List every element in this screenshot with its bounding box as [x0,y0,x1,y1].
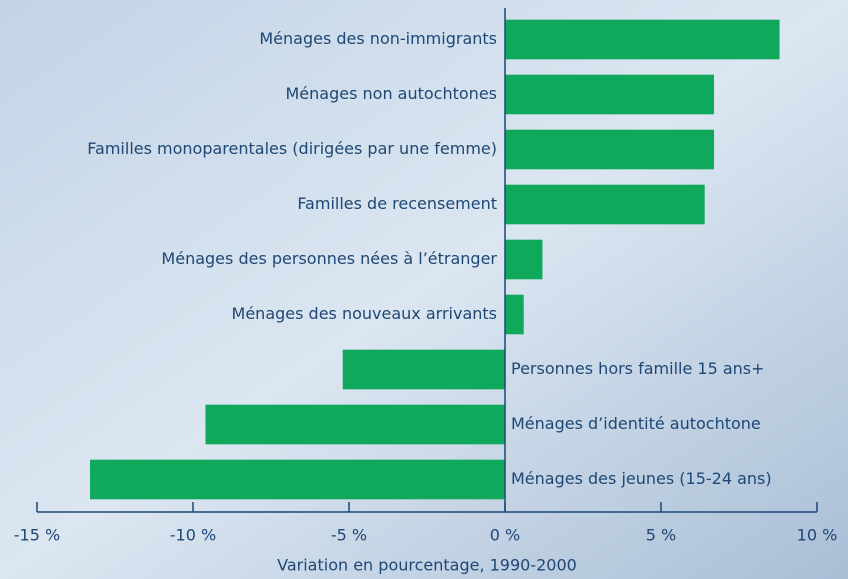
category-label: Familles de recensement [297,194,497,213]
bar [505,20,780,60]
chart: Variation en pourcentage, 1990-2000 -15 … [0,0,848,579]
bar [505,295,524,335]
bar [205,405,505,445]
category-label: Personnes hors famille 15 ans+ [511,359,765,378]
category-label: Ménages des nouveaux arrivants [232,304,497,323]
x-tick-label: -15 % [14,526,60,545]
bar [505,240,542,280]
category-label: Familles monoparentales (dirigées par un… [87,139,497,158]
bar [90,460,505,500]
category-label: Ménages d’identité autochtone [511,414,761,433]
x-tick-label: -10 % [170,526,216,545]
x-tick-label: 5 % [646,526,676,545]
bar [505,185,705,225]
bar [505,130,714,170]
category-label: Ménages des non-immigrants [259,29,497,48]
category-label: Ménages non autochtones [286,84,498,103]
bar [343,350,505,390]
page: Variation en pourcentage, 1990-2000 -15 … [0,0,848,579]
category-label: Ménages des personnes nées à l’étranger [161,249,497,268]
x-axis-title: Variation en pourcentage, 1990-2000 [277,556,577,575]
x-tick-label: 0 % [490,526,520,545]
x-tick-label: 10 % [797,526,838,545]
category-label: Ménages des jeunes (15-24 ans) [511,469,772,488]
x-tick-label: -5 % [331,526,367,545]
bar [505,75,714,115]
